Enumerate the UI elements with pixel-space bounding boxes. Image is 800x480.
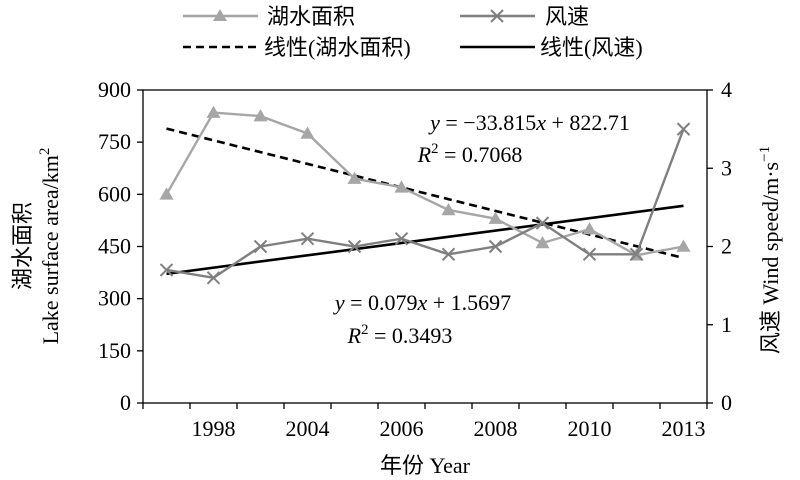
data-point-wind [394, 231, 409, 246]
x-tick-label: 2004 [286, 416, 330, 441]
r2-letter: R [347, 323, 362, 348]
y-left-tick-label: 450 [98, 234, 131, 259]
equation-wind: y = 0.079x + 1.5697 [333, 290, 511, 315]
data-point-area [488, 211, 503, 224]
x-marker-stroke [253, 239, 268, 254]
equation-area: y = −33.815x + 822.71 [428, 110, 630, 135]
data-point-wind [676, 122, 691, 136]
y-left-title-en: Lake surface area/km [38, 155, 63, 344]
data-point-wind [206, 271, 221, 285]
series-line-area [165, 111, 684, 257]
x-marker-stroke [582, 247, 597, 262]
data-point-area [441, 202, 456, 216]
x-marker-stroke [676, 122, 691, 136]
data-point-wind [441, 247, 456, 262]
x-marker-stroke [535, 216, 550, 230]
y-right-tick-label: 0 [721, 390, 732, 415]
data-point-area [159, 187, 174, 200]
data-point-wind [159, 263, 174, 277]
x-tick-label: 2008 [474, 416, 518, 441]
data-point-wind [253, 239, 268, 254]
y-left-tick-label: 300 [98, 286, 131, 311]
data-point-wind [300, 231, 315, 246]
legend-label-trend-area: 线性(湖水面积) [264, 35, 411, 60]
x-tick-label: 2010 [568, 416, 612, 441]
legend-label-area: 湖水面积 [267, 4, 355, 29]
y-left-tick-label: 750 [98, 129, 131, 154]
series-line-wind [166, 128, 685, 280]
r-squared-wind: R2 = 0.3493 [347, 322, 453, 348]
x-marker-stroke [347, 239, 362, 254]
x-marker-stroke [300, 231, 315, 246]
y-left-tick-label: 900 [98, 77, 131, 102]
data-point-wind [535, 216, 550, 230]
y-left-tick-label: 150 [98, 338, 131, 363]
r2-value: = 0.3493 [369, 323, 453, 348]
series-layer [159, 105, 691, 285]
trendline-wind [166, 204, 684, 276]
r-squared-area: R2 = 0.7068 [417, 141, 523, 167]
r2-sup: 2 [431, 141, 439, 157]
data-point-area [206, 105, 221, 118]
eq-intercept: + 1.5697 [427, 290, 511, 315]
eq-var-y: y [428, 110, 440, 135]
x-marker-stroke [441, 247, 456, 262]
y-right-title-sup: −1 [757, 146, 773, 162]
y-right-title-main: 风速 Wind speed/m·s [758, 162, 783, 354]
y-left-title-sup: 2 [37, 148, 53, 156]
data-point-area [394, 180, 409, 193]
legend-marker-area [213, 9, 227, 21]
y-right-tick-label: 2 [721, 234, 732, 259]
x-marker-stroke [159, 263, 174, 277]
data-point-wind [582, 247, 597, 262]
x-tick-label: 2006 [380, 416, 424, 441]
data-point-area [300, 126, 315, 139]
axes-layer: 0 150 300 450 600 750 900 0 1 2 3 4 1998 2004 2006 2008… [98, 77, 732, 441]
eq-var-x: x [535, 110, 546, 135]
x-marker-stroke [488, 239, 503, 254]
x-marker-stroke [490, 9, 504, 23]
data-point-area [347, 171, 362, 184]
x-marker-stroke [394, 231, 409, 246]
r2-letter: R [417, 142, 432, 167]
data-point-area [535, 236, 550, 249]
y-left-axis-title: 湖水面积 Lake surface area/km2 [10, 148, 63, 345]
y-left-tick-label: 0 [120, 390, 131, 415]
data-point-area [676, 239, 691, 252]
x-marker-stroke [629, 247, 644, 262]
data-point-wind [488, 239, 503, 254]
eq-coef: = −33.815 [440, 110, 536, 135]
trendlines-layer [166, 127, 684, 276]
y-left-tick-label: 600 [98, 181, 131, 206]
y-right-tick-label: 1 [721, 312, 732, 337]
legend-label-trend-wind: 线性(风速) [540, 35, 643, 60]
r2-sup: 2 [361, 322, 369, 338]
legend-label-wind: 风速 [545, 4, 589, 29]
data-point-wind [629, 247, 644, 262]
r2-value: = 0.7068 [439, 142, 523, 167]
data-point-wind [347, 239, 362, 254]
eq-coef: = 0.079 [345, 290, 418, 315]
y-left-title-cn: 湖水面积 [10, 202, 35, 290]
y-right-tick-label: 3 [721, 155, 732, 180]
x-tick-label: 1998 [192, 416, 236, 441]
legend-marker-wind [490, 9, 504, 23]
eq-intercept: + 822.71 [546, 110, 630, 135]
trendline-area [166, 127, 684, 260]
eq-var-y: y [333, 290, 345, 315]
y-right-tick-label: 4 [721, 77, 732, 102]
x-axis-title: 年份 Year [380, 453, 471, 478]
data-point-area [582, 222, 597, 235]
eq-var-x: x [417, 290, 428, 315]
x-tick-label: 2013 [662, 416, 706, 441]
data-point-area [253, 109, 268, 122]
x-marker-stroke [206, 271, 221, 285]
y-right-axis-title: 风速 Wind speed/m·s−1 [757, 146, 783, 354]
